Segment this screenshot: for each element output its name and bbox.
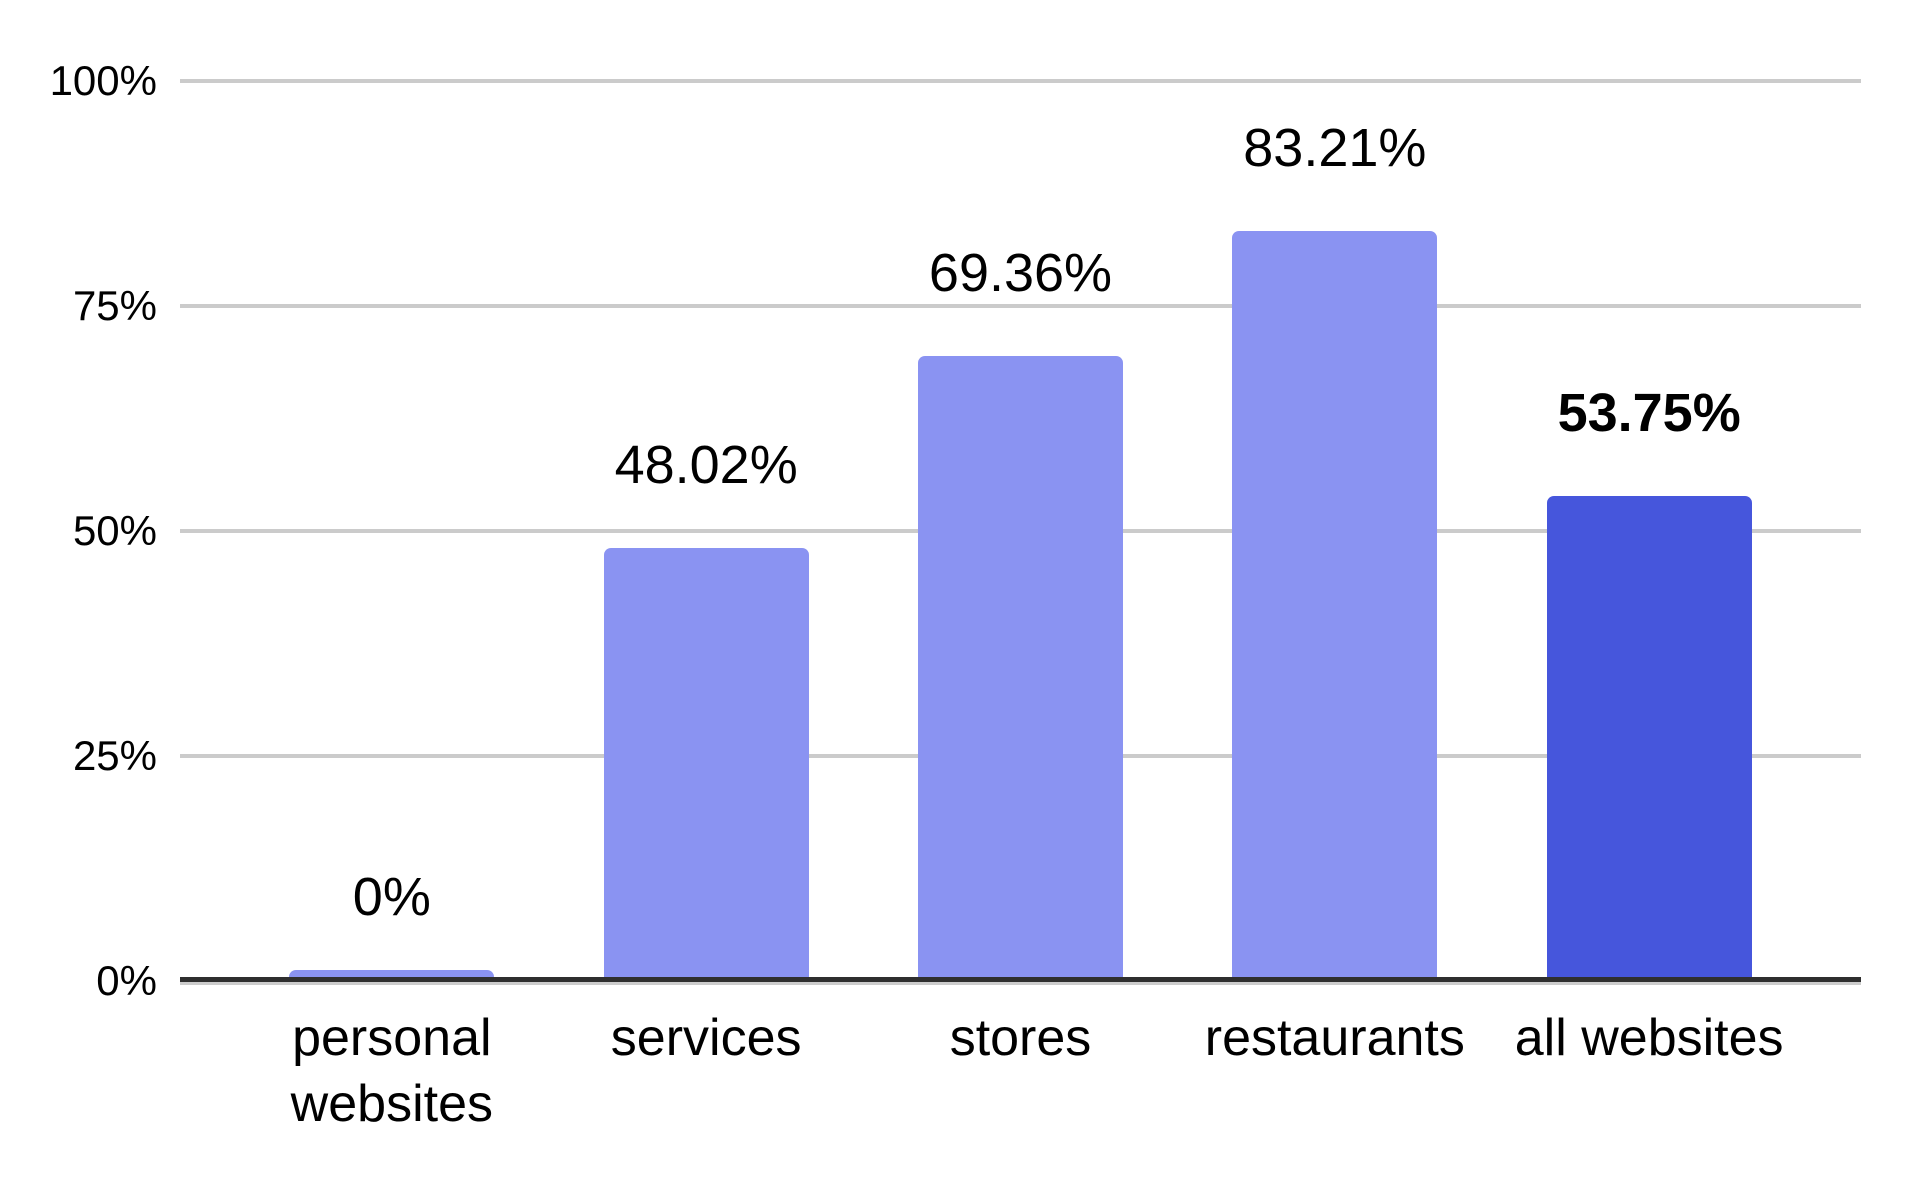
category-label-all-websites: all websites [1514,1009,1784,1067]
bar-stores [918,355,1123,980]
gridline-75 [180,304,1861,308]
gridline-100 [180,79,1861,83]
y-axis-tick-label-50: 50% [72,507,157,554]
category-label-restaurants: restaurants [1204,1009,1465,1067]
category-label-services: services [610,1009,802,1067]
bar-services [603,547,809,980]
value-label-restaurants: 83.21% [1243,118,1427,179]
bar-restaurants [1232,231,1438,980]
y-axis-tick-label-100: 100% [49,57,157,104]
bar-personal-websites [289,970,495,980]
value-label-personal-websites: 0% [352,867,431,927]
category-label-stores: stores [949,1009,1092,1067]
category-label-personal-websites: personal websites [290,1009,493,1133]
value-label-stores: 69.36% [928,242,1113,303]
value-label-all-websites: 53.75% [1557,383,1741,444]
y-axis-tick-label-25: 25% [72,732,157,779]
bar-all-websites [1546,496,1752,980]
x-axis-line [180,977,1861,982]
x-axis-shadow-line [180,982,1861,985]
value-label-services: 48.02% [614,434,798,495]
y-axis-tick-label-75: 75% [72,282,157,329]
y-axis-tick-label-0: 0% [96,957,157,1004]
